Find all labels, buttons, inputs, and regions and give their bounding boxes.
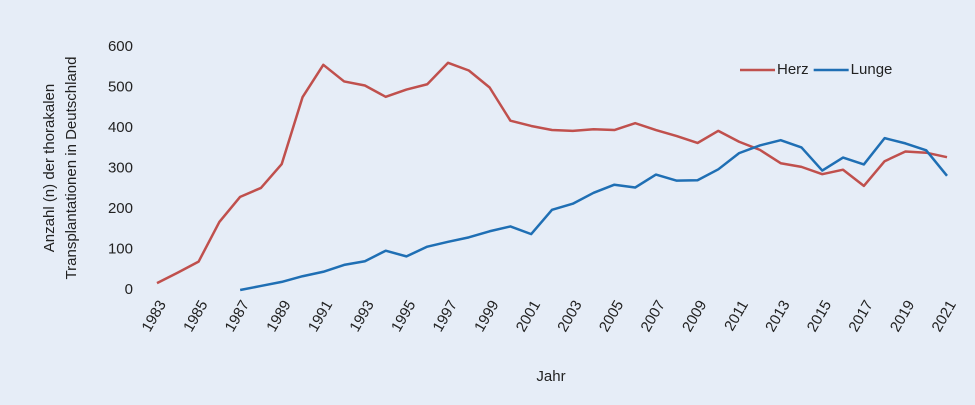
y-tick-label: 400 [108, 119, 133, 136]
data-line [239, 136, 948, 292]
x-axis-title: Jahr [536, 368, 565, 385]
legend-label: Lunge [851, 61, 893, 78]
y-tick-label: 200 [108, 200, 133, 217]
y-axis-title: Anzahl (n) der thorakalen [41, 84, 58, 252]
y-tick-label: 500 [108, 78, 133, 95]
y-tick-label: 100 [108, 240, 133, 257]
data-line [156, 61, 948, 285]
y-tick-label: 0 [125, 281, 133, 298]
y-tick-label: 300 [108, 159, 133, 176]
y-tick-label: 600 [108, 38, 133, 55]
legend-label: Herz [777, 61, 809, 78]
y-axis-title: Transplantationen in Deutschland [63, 57, 80, 280]
